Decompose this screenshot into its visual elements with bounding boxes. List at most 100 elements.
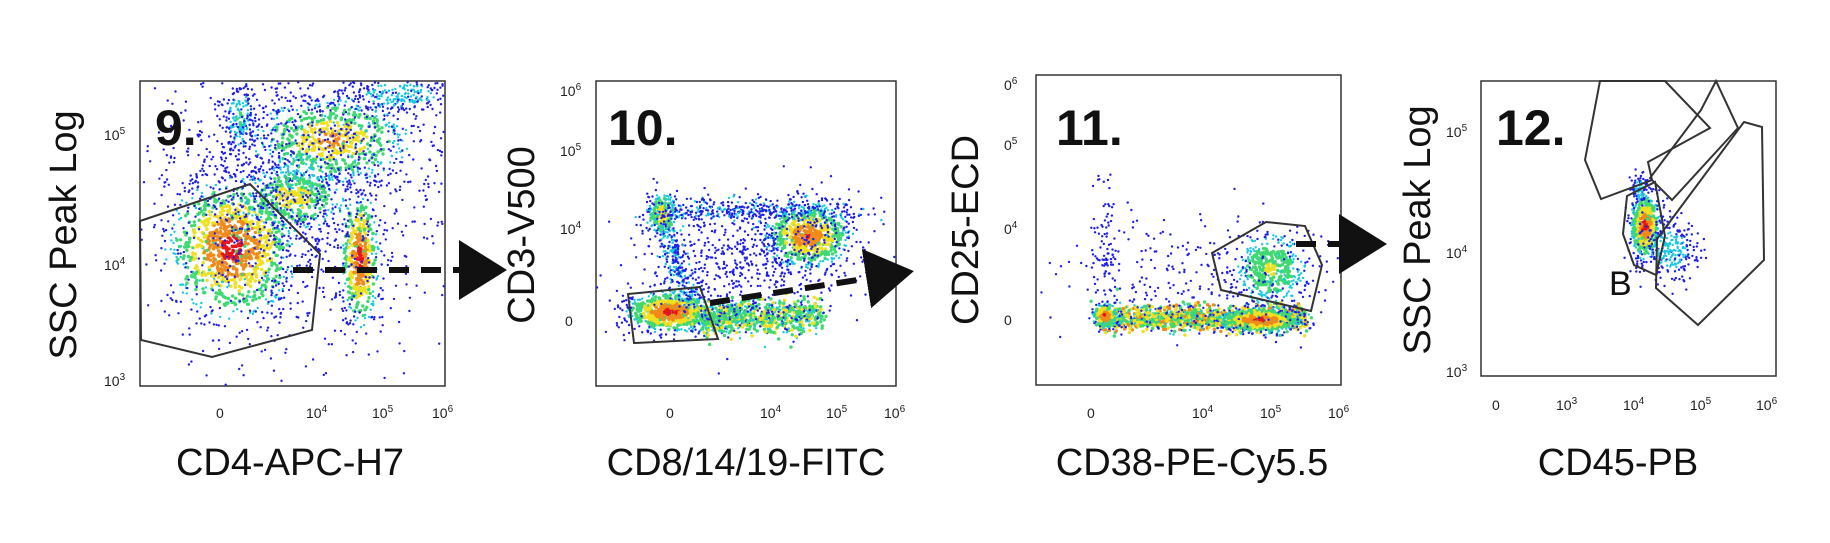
event-dot	[212, 204, 215, 207]
event-dot	[401, 102, 405, 106]
event-dot	[617, 326, 620, 329]
event-dot	[160, 247, 163, 250]
event-dot	[335, 230, 338, 234]
event-dot	[242, 105, 245, 108]
event-dot	[357, 191, 360, 194]
event-dot	[379, 330, 382, 333]
event-dot	[372, 304, 375, 307]
event-dot	[231, 294, 235, 298]
event-dot	[682, 313, 687, 318]
event-dot	[388, 98, 392, 101]
event-dot	[385, 98, 388, 101]
event-dot	[351, 254, 354, 257]
event-dot	[243, 120, 246, 123]
event-dot	[366, 180, 369, 184]
event-dot	[227, 117, 231, 121]
event-dot	[249, 284, 253, 288]
event-dot	[234, 228, 237, 232]
event-dot	[330, 173, 333, 176]
event-dot	[202, 169, 205, 173]
event-dot	[206, 238, 211, 242]
event-dot	[409, 83, 412, 87]
event-dot	[216, 244, 219, 247]
event-dot	[179, 283, 182, 286]
event-dot	[283, 106, 286, 110]
event-dot	[291, 121, 294, 124]
event-dot	[387, 101, 390, 105]
event-dot	[387, 125, 391, 128]
event-dot	[311, 84, 314, 87]
event-dot	[344, 225, 348, 228]
event-dot	[615, 324, 619, 327]
event-dot	[330, 343, 334, 346]
event-dot	[382, 233, 385, 236]
event-dot	[177, 312, 180, 315]
event-dot	[625, 310, 628, 313]
event-dot	[247, 212, 250, 215]
event-dot	[267, 232, 270, 235]
event-dot	[342, 158, 346, 163]
event-dot	[263, 252, 267, 257]
event-dot	[664, 322, 668, 327]
event-dot	[219, 315, 222, 319]
event-dot	[219, 156, 223, 159]
event-dot	[248, 147, 251, 151]
event-dot	[621, 309, 624, 312]
event-dot	[239, 170, 242, 174]
event-dot	[213, 173, 216, 176]
event-dot	[334, 129, 337, 133]
event-dot	[397, 136, 400, 139]
event-dot	[259, 178, 262, 182]
event-dot	[408, 309, 411, 313]
event-dot	[382, 102, 386, 105]
event-dot	[352, 224, 355, 228]
event-dot	[271, 99, 274, 102]
event-dot	[166, 205, 170, 208]
event-dot	[240, 108, 243, 111]
event-dot	[397, 147, 401, 150]
event-dot	[666, 307, 670, 312]
event-dot	[270, 312, 273, 315]
event-dot	[231, 265, 235, 269]
event-dot	[214, 165, 217, 168]
event-dot	[238, 130, 241, 133]
event-dot	[306, 123, 310, 126]
event-dot	[236, 194, 240, 197]
event-dot	[181, 182, 184, 185]
event-dot	[386, 263, 389, 267]
event-dot	[395, 95, 398, 98]
event-dot	[259, 326, 262, 329]
event-dot	[295, 237, 298, 240]
event-dot	[278, 155, 281, 158]
event-dot	[347, 167, 351, 170]
event-dot	[376, 274, 380, 278]
event-dot	[375, 230, 378, 233]
event-dot	[220, 269, 224, 273]
event-dot	[231, 87, 234, 90]
event-dot	[354, 152, 358, 156]
event-dot	[306, 314, 309, 317]
event-dot	[389, 259, 393, 262]
event-dot	[275, 166, 278, 169]
event-dot	[437, 190, 441, 194]
event-dot	[275, 170, 279, 174]
event-dot	[301, 161, 305, 165]
event-dot	[192, 229, 196, 233]
event-dot	[348, 118, 352, 122]
event-dot	[242, 151, 245, 155]
event-dot	[296, 112, 300, 116]
event-dot	[248, 173, 251, 177]
event-dot	[227, 171, 230, 174]
event-dot	[258, 281, 261, 284]
event-dot	[322, 118, 326, 122]
event-dot	[185, 248, 189, 253]
event-dot	[365, 135, 369, 139]
event-dot	[316, 175, 320, 179]
event-dot	[344, 282, 347, 285]
event-dot	[321, 110, 324, 113]
event-dot	[248, 118, 251, 121]
event-dot	[373, 163, 376, 167]
event-dot	[284, 223, 287, 226]
event-dot	[188, 182, 191, 186]
event-dot	[322, 157, 325, 161]
